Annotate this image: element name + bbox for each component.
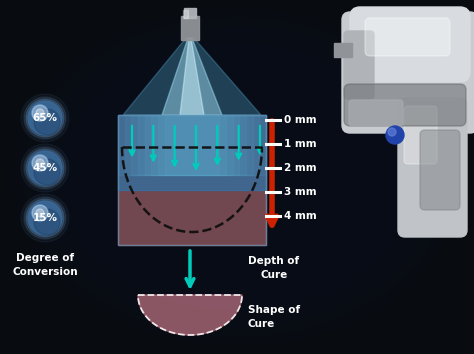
Text: 65%: 65% (33, 113, 57, 123)
Text: Shape of
Cure: Shape of Cure (248, 305, 300, 329)
Circle shape (34, 159, 60, 185)
Circle shape (24, 197, 66, 239)
Circle shape (34, 209, 60, 235)
Bar (164, 115, 219, 175)
FancyBboxPatch shape (349, 100, 403, 126)
Bar (138, 115, 246, 175)
Circle shape (26, 199, 64, 237)
Bar (145, 115, 239, 175)
Bar (334, 43, 352, 57)
Polygon shape (123, 38, 261, 115)
FancyBboxPatch shape (344, 31, 374, 99)
Bar (158, 115, 226, 175)
Text: 45%: 45% (32, 163, 57, 173)
Circle shape (26, 149, 64, 187)
Circle shape (21, 194, 69, 242)
FancyBboxPatch shape (398, 98, 467, 237)
Bar (118, 115, 266, 245)
Circle shape (21, 94, 69, 142)
Circle shape (32, 205, 48, 221)
Polygon shape (138, 295, 242, 335)
Circle shape (24, 147, 66, 189)
Bar (125, 115, 259, 175)
Polygon shape (180, 38, 204, 115)
Circle shape (34, 109, 60, 135)
FancyBboxPatch shape (404, 106, 437, 164)
Bar (151, 115, 233, 175)
Circle shape (21, 144, 69, 192)
Text: Degree of
Conversion: Degree of Conversion (12, 253, 78, 277)
Circle shape (36, 209, 44, 217)
FancyBboxPatch shape (344, 84, 466, 126)
Bar (118, 115, 266, 190)
Text: 3 mm: 3 mm (284, 187, 317, 197)
Bar (118, 115, 266, 245)
Circle shape (28, 201, 62, 235)
Circle shape (36, 159, 44, 167)
Text: 1 mm: 1 mm (284, 139, 317, 149)
Circle shape (28, 151, 62, 185)
Bar (118, 115, 266, 175)
Circle shape (36, 109, 44, 117)
FancyBboxPatch shape (342, 12, 474, 133)
Text: Depth of
Cure: Depth of Cure (248, 256, 300, 280)
Bar (131, 115, 253, 175)
Circle shape (28, 101, 62, 135)
Bar (181, 16, 199, 40)
Circle shape (386, 126, 404, 144)
FancyBboxPatch shape (365, 18, 450, 56)
Circle shape (388, 128, 396, 136)
Text: 0 mm: 0 mm (284, 115, 317, 125)
Bar (184, 8, 196, 18)
Circle shape (32, 105, 48, 121)
FancyBboxPatch shape (433, 13, 474, 132)
Text: 4 mm: 4 mm (284, 211, 317, 221)
FancyBboxPatch shape (350, 7, 470, 82)
Circle shape (24, 97, 66, 139)
Text: 2 mm: 2 mm (284, 163, 317, 173)
Polygon shape (162, 38, 222, 115)
Text: 15%: 15% (33, 213, 57, 223)
Circle shape (32, 155, 48, 171)
FancyBboxPatch shape (443, 22, 468, 67)
FancyBboxPatch shape (420, 130, 460, 210)
Circle shape (26, 99, 64, 137)
Bar (183, 10, 188, 18)
